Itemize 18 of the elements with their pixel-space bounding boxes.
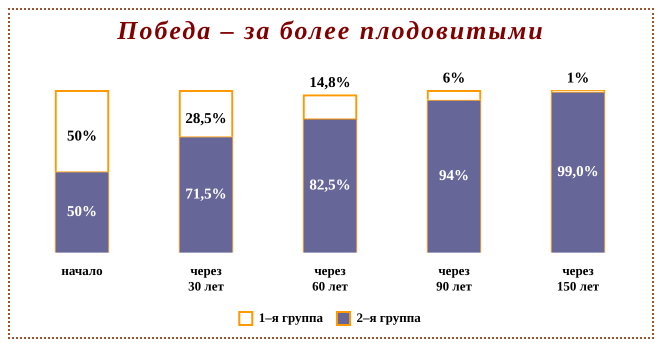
- data-label: 6%: [442, 70, 466, 86]
- legend-label: 1–я группа: [258, 310, 324, 325]
- data-label: 14,8%: [309, 74, 351, 91]
- x-tick-label: начало: [61, 262, 103, 278]
- chart-title: Победа – за более плодовитыми: [116, 16, 546, 47]
- data-label: 99,0%: [557, 164, 599, 180]
- data-label: 50%: [67, 128, 97, 145]
- data-label: 82,5%: [309, 178, 351, 194]
- data-label: 1%: [566, 70, 590, 86]
- x-tick-label: через 30 лет: [188, 262, 224, 294]
- legend-label: 2–я группа: [356, 310, 422, 325]
- data-label: 50%: [67, 204, 97, 220]
- x-tick-label: через 90 лет: [436, 262, 472, 294]
- x-tick-label: через 60 лет: [312, 262, 348, 294]
- data-label: 71,5%: [185, 186, 227, 202]
- data-label: 94%: [439, 168, 469, 184]
- data-label: 28,5%: [185, 111, 227, 128]
- x-tick-label: через 150 лет: [556, 262, 600, 294]
